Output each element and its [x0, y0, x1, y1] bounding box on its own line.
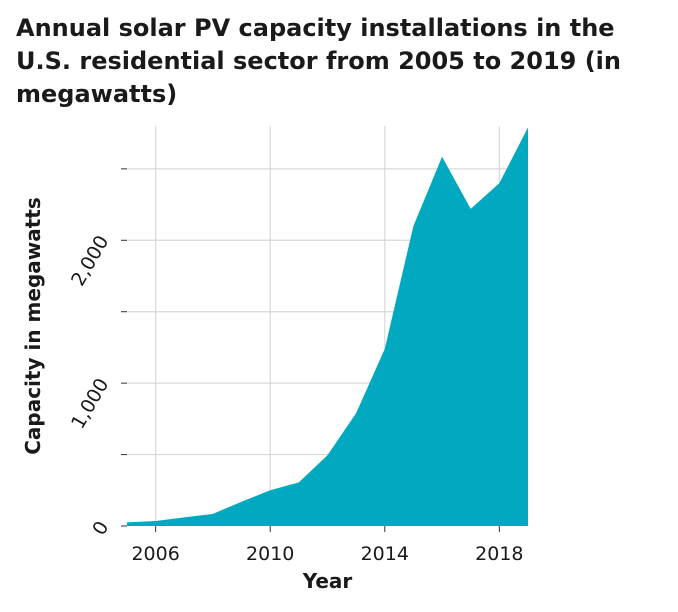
x-tick-label: 2010: [246, 543, 294, 565]
x-tick-label: 2018: [475, 543, 523, 565]
x-tick-label: 2014: [361, 543, 409, 565]
x-axis-label: Year: [302, 569, 353, 593]
area-layer: [127, 127, 528, 526]
capacity-area: [127, 127, 528, 526]
y-axis-label: Capacity in megawatts: [21, 197, 45, 455]
chart-title: Annual solar PV capacity installations i…: [16, 14, 621, 108]
x-tick-labels: 2006 2010 2014 2018: [131, 543, 523, 565]
y-tick-labels: 0 1,000 2,000: [67, 232, 113, 539]
y-tick-label: 1,000: [67, 375, 113, 433]
x-tick-label: 2006: [131, 543, 179, 565]
y-tick-label: 2,000: [67, 232, 113, 290]
y-tick-label: 0: [88, 518, 113, 539]
